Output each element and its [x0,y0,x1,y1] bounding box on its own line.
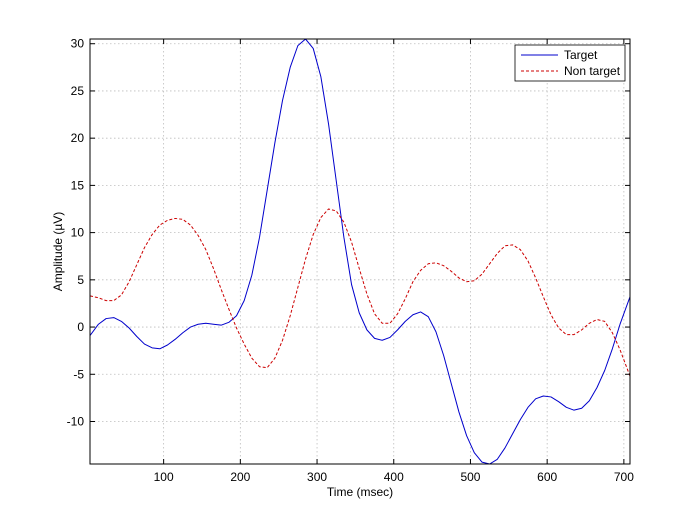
series-line-non-target [90,208,630,377]
legend-label-target: Target [564,48,598,62]
series-line-target [90,39,630,464]
x-tick-label: 700 [614,470,634,484]
legend-label-non-target: Non target [564,64,621,78]
legend-box [514,44,626,82]
x-axis-label: Time (msec) [327,485,393,499]
x-tick-label: 600 [537,470,557,484]
x-tick-label: 400 [384,470,404,484]
y-tick-label: 20 [71,131,85,145]
plot-frame [89,38,631,465]
series-layer [90,39,630,464]
legend: Target Non target [514,44,626,82]
grid [90,39,630,464]
x-tick-label: 200 [230,470,250,484]
x-tick-label: 500 [460,470,480,484]
x-tick-label: 100 [154,470,174,484]
y-axis-label: Amplitude (µV) [51,212,65,292]
y-tick-label: 30 [71,37,85,51]
y-tick-label: 0 [77,320,84,334]
y-tick-label: 10 [71,226,85,240]
x-tick-label: 300 [307,470,327,484]
plot-area [90,39,630,464]
y-tick-label: -10 [67,415,85,429]
y-tick-label: 25 [71,84,85,98]
ticks: 100 200 300 400 500 600 700 -10 -5 0 5 10 15 20 25 30 [67,37,635,484]
y-tick-label: 5 [77,273,84,287]
y-tick-label: 15 [71,178,85,192]
y-tick-label: -5 [73,367,84,381]
